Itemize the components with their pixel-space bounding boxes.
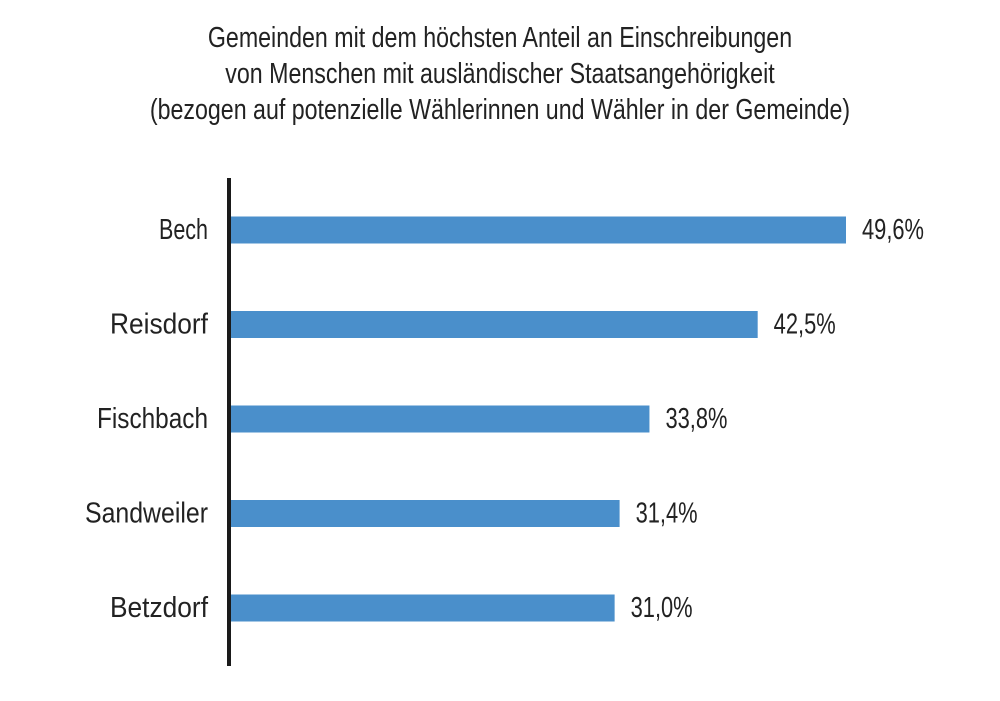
value-label: 33,8%	[665, 403, 727, 435]
category-label: Fischbach	[97, 403, 208, 435]
category-label: Betzdorf	[110, 592, 209, 624]
bar-fischbach	[229, 405, 650, 433]
value-label: 31,0%	[631, 592, 693, 624]
category-label: Sandweiler	[85, 498, 208, 530]
bar-betzdorf	[229, 594, 615, 622]
category-label: Bech	[159, 214, 208, 246]
chart-title-line-2: von Menschen mit ausländischer Staatsang…	[225, 58, 775, 90]
chart-title-line-1: Gemeinden mit dem höchsten Anteil an Ein…	[207, 22, 793, 54]
bar-sandweiler	[229, 500, 620, 527]
bar-reisdorf	[229, 311, 758, 338]
category-label: Reisdorf	[110, 309, 209, 341]
bar-bech	[229, 216, 846, 244]
value-label: 31,4%	[636, 498, 698, 530]
value-label: 49,6%	[862, 214, 924, 246]
value-label: 42,5%	[774, 309, 836, 341]
chart-title-line-3: (bezogen auf potenzielle Wählerinnen und…	[149, 94, 851, 126]
chart-title: Gemeinden mit dem höchsten Anteil an Ein…	[0, 20, 1000, 128]
